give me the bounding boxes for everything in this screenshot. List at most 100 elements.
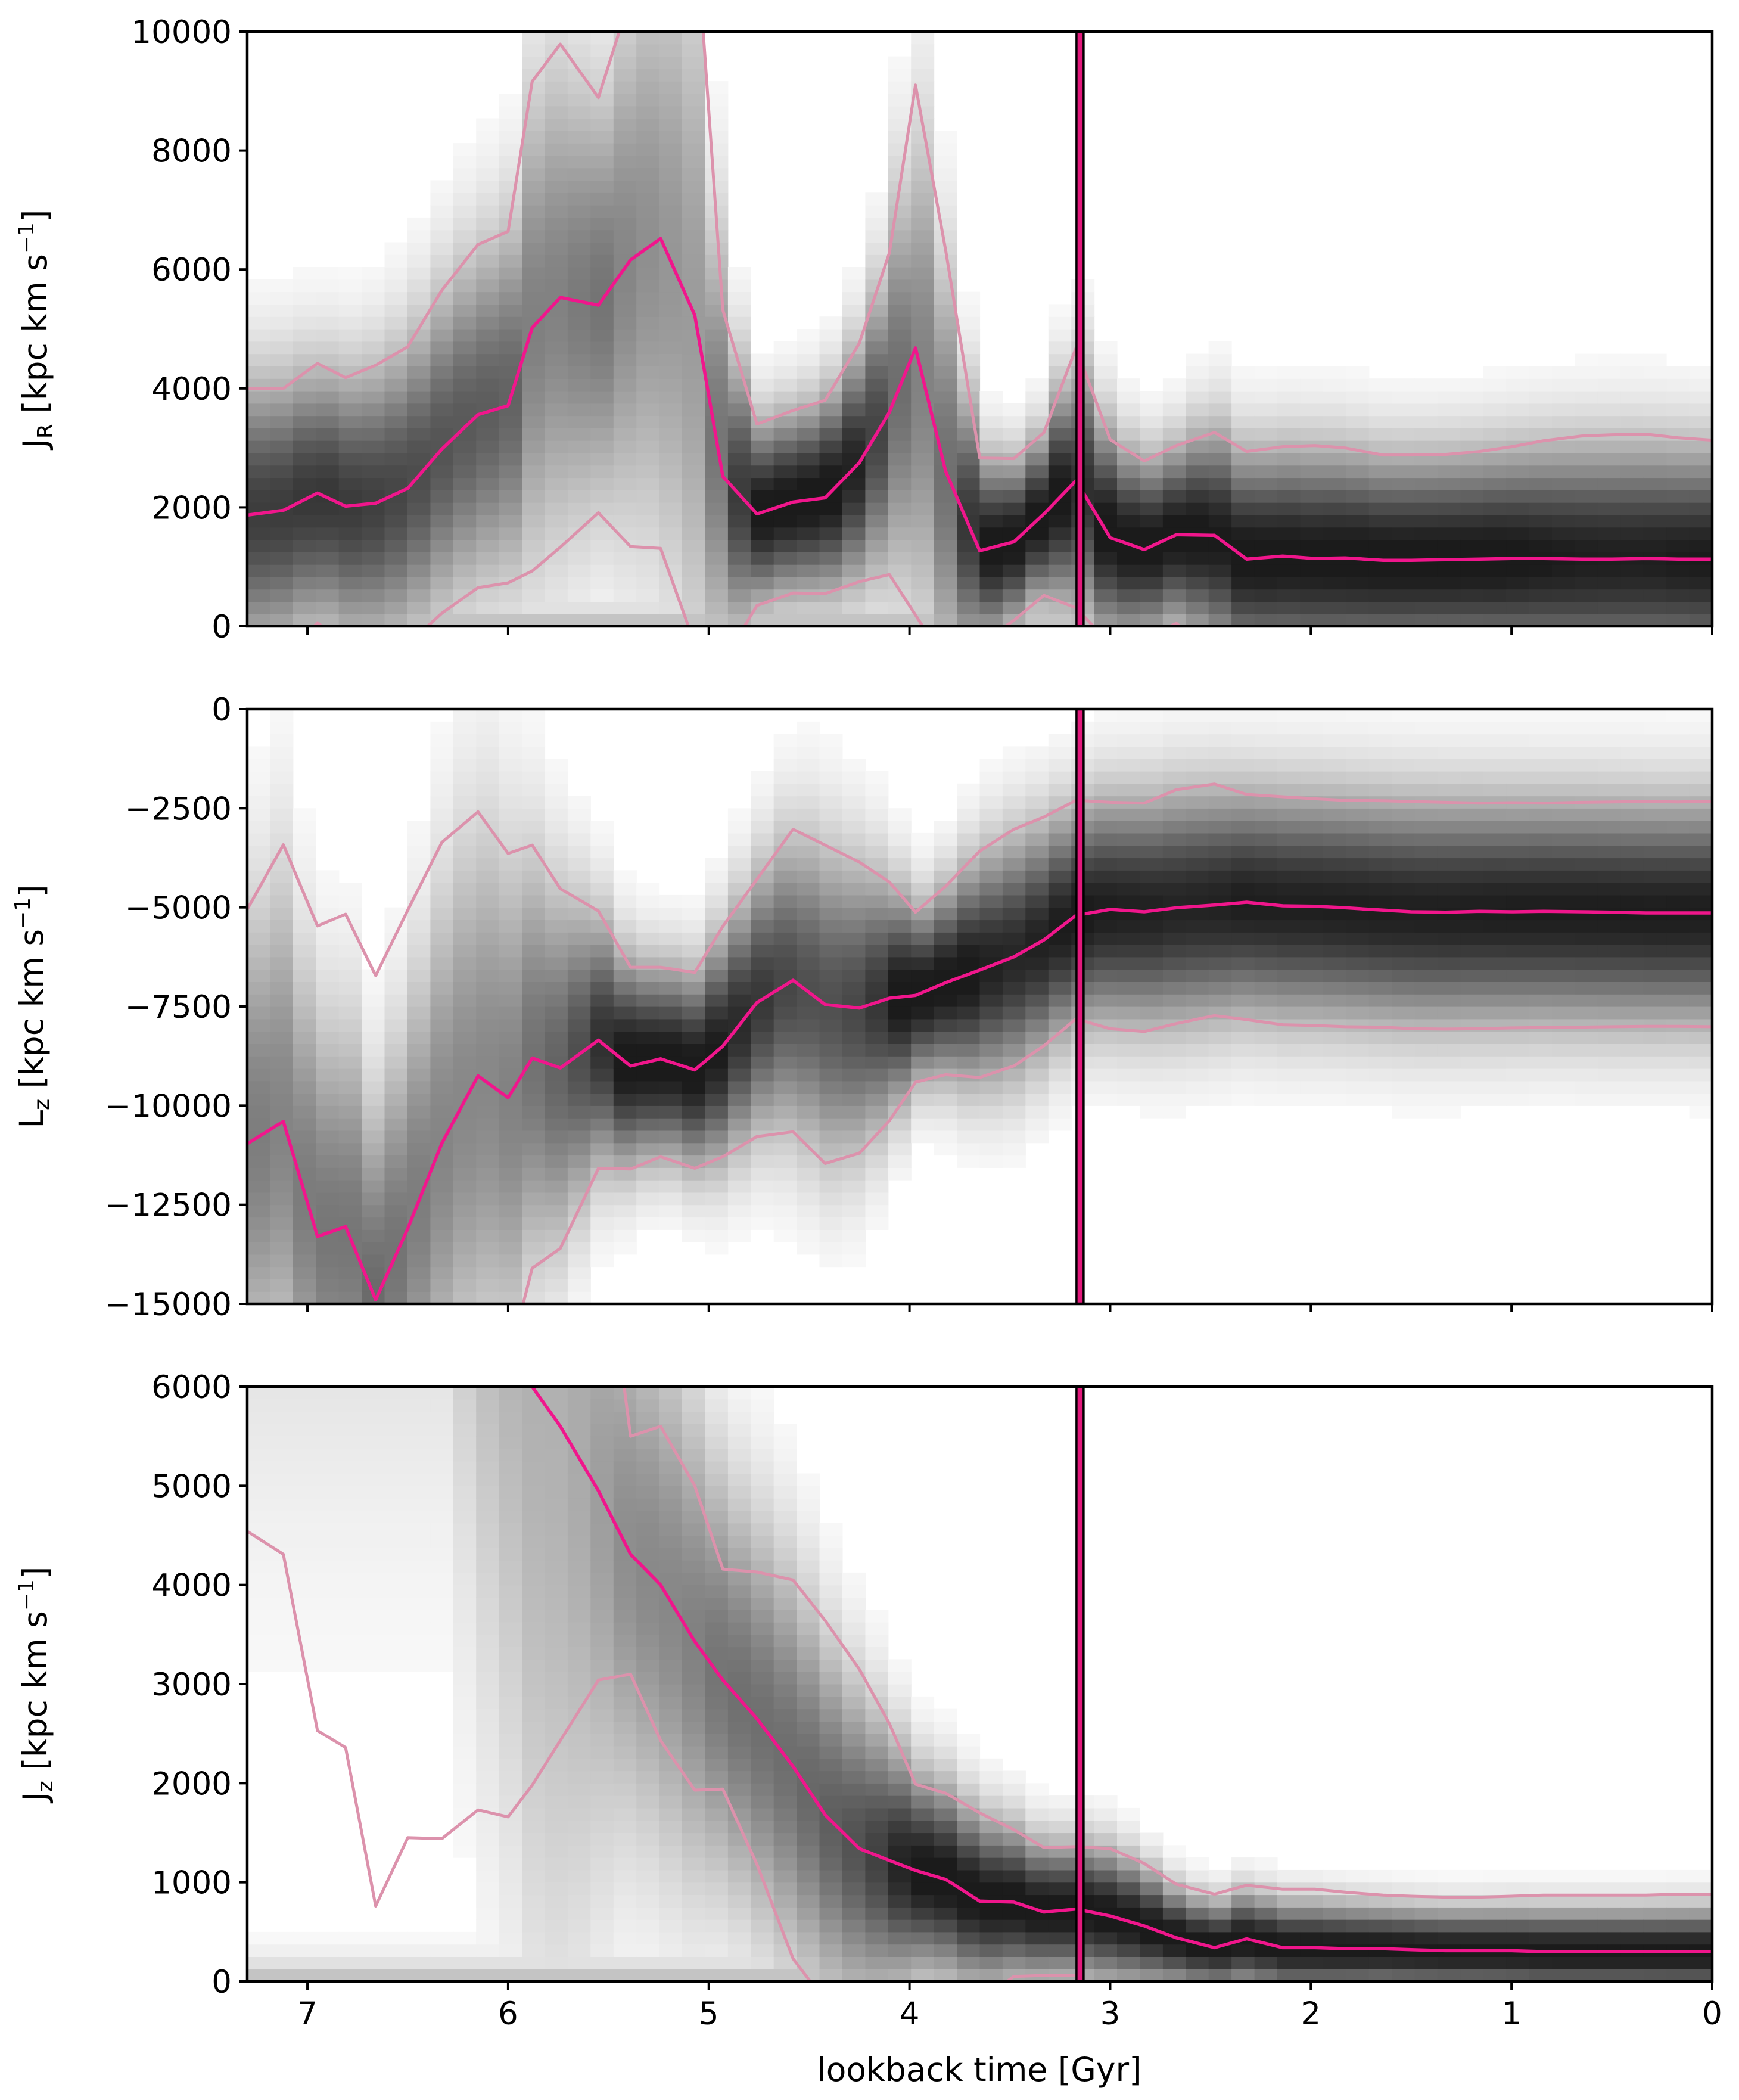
heat-cell [1666,771,1690,784]
heat-cell [659,1535,683,1548]
heat-cell [1277,919,1301,933]
heat-cell [270,477,294,490]
heat-cell [636,1399,660,1412]
heat-cell [247,1449,270,1462]
heat-cell [682,539,705,552]
heat-cell [613,552,637,565]
heat-cell [316,1411,340,1424]
heat-cell [842,994,866,1007]
heat-cell [476,907,500,921]
heat-cell [545,440,568,453]
heat-cell [1666,994,1690,1007]
heat-cell [499,870,522,883]
heat-cell [1643,1068,1667,1082]
heat-cell [934,1093,957,1106]
heat-cell [1437,981,1461,995]
heat-cell [1208,721,1232,735]
heat-cell [430,576,454,590]
heat-cell [636,1969,660,1981]
heat-cell [247,821,270,834]
heat-cell [636,254,660,268]
heat-cell [636,1535,660,1548]
heat-cell [819,1043,843,1057]
heat-cell [865,1217,889,1230]
heat-cell [384,1068,408,1082]
heat-cell [1208,403,1232,417]
heat-cell [590,1919,614,1933]
heat-cell [888,1018,912,1032]
heat-cell [545,796,568,809]
heat-cell [1140,1080,1164,1094]
heat-cell [567,821,591,834]
heat-cell [362,1093,385,1106]
heat-cell [293,919,316,933]
heat-cell [384,452,408,466]
heat-cell [1300,932,1324,945]
heat-cell [1460,721,1484,735]
heat-cell [545,490,568,503]
heat-cell [636,1882,660,1896]
heat-cell [1277,1006,1301,1020]
heat-cell [751,1031,774,1044]
heat-cell [362,1473,385,1486]
heat-cell [1483,1006,1507,1020]
heat-cell [316,1634,340,1648]
heat-cell [499,1242,522,1255]
heat-cell [705,1217,729,1230]
heat-cell [476,1486,500,1499]
heat-cell [1597,759,1621,772]
heat-cell [1552,969,1575,982]
heat-cell [384,1956,408,1969]
heat-cell [1575,490,1598,503]
heat-cell [636,601,660,614]
heat-cell [270,1093,294,1106]
heat-cell [979,490,1003,503]
heat-cell [1231,1043,1255,1057]
heat-cell [522,1266,546,1279]
heat-cell [567,242,591,255]
heat-cell [1300,746,1324,759]
heat-cell [1323,1043,1346,1057]
heat-cell [636,1436,660,1449]
heat-cell [476,1845,500,1858]
heat-cell [613,1907,637,1920]
heat-cell [590,205,614,218]
heat-cell [407,1279,431,1292]
heat-cell [476,1734,500,1747]
heat-cell [705,1192,729,1206]
heat-cell [1620,378,1644,392]
heat-cell [911,552,935,565]
heat-cell [1689,832,1712,846]
heat-cell [1117,552,1140,565]
heat-cell [1506,1031,1530,1044]
heat-cell [338,1068,362,1082]
heat-cell [270,969,294,982]
heat-cell [590,1056,614,1069]
heat-cell [476,894,500,908]
heat-cell [270,1043,294,1057]
heat-cell [407,1031,431,1044]
heat-cell [1094,994,1118,1007]
heat-cell [613,1919,637,1933]
heat-cell [865,894,889,908]
heat-cell [819,1056,843,1069]
heat-cell [705,341,729,355]
heat-cell [1506,477,1530,490]
heat-cell [682,894,705,908]
heat-cell [499,932,522,945]
heat-cell [1597,746,1621,759]
heat-cell [888,329,912,342]
heat-cell [1140,490,1164,503]
heat-cell [1666,1080,1690,1094]
heat-cell [1392,932,1416,945]
heat-cell [727,1523,751,1536]
heat-cell [1231,1056,1255,1069]
heat-cell [590,1845,614,1858]
heat-cell [293,1597,316,1610]
heat-cell [1094,428,1118,441]
heat-cell [682,32,705,45]
heat-cell [1346,1093,1370,1106]
heat-cell [476,502,500,515]
heat-cell [453,945,477,958]
heat-cell [247,832,270,846]
